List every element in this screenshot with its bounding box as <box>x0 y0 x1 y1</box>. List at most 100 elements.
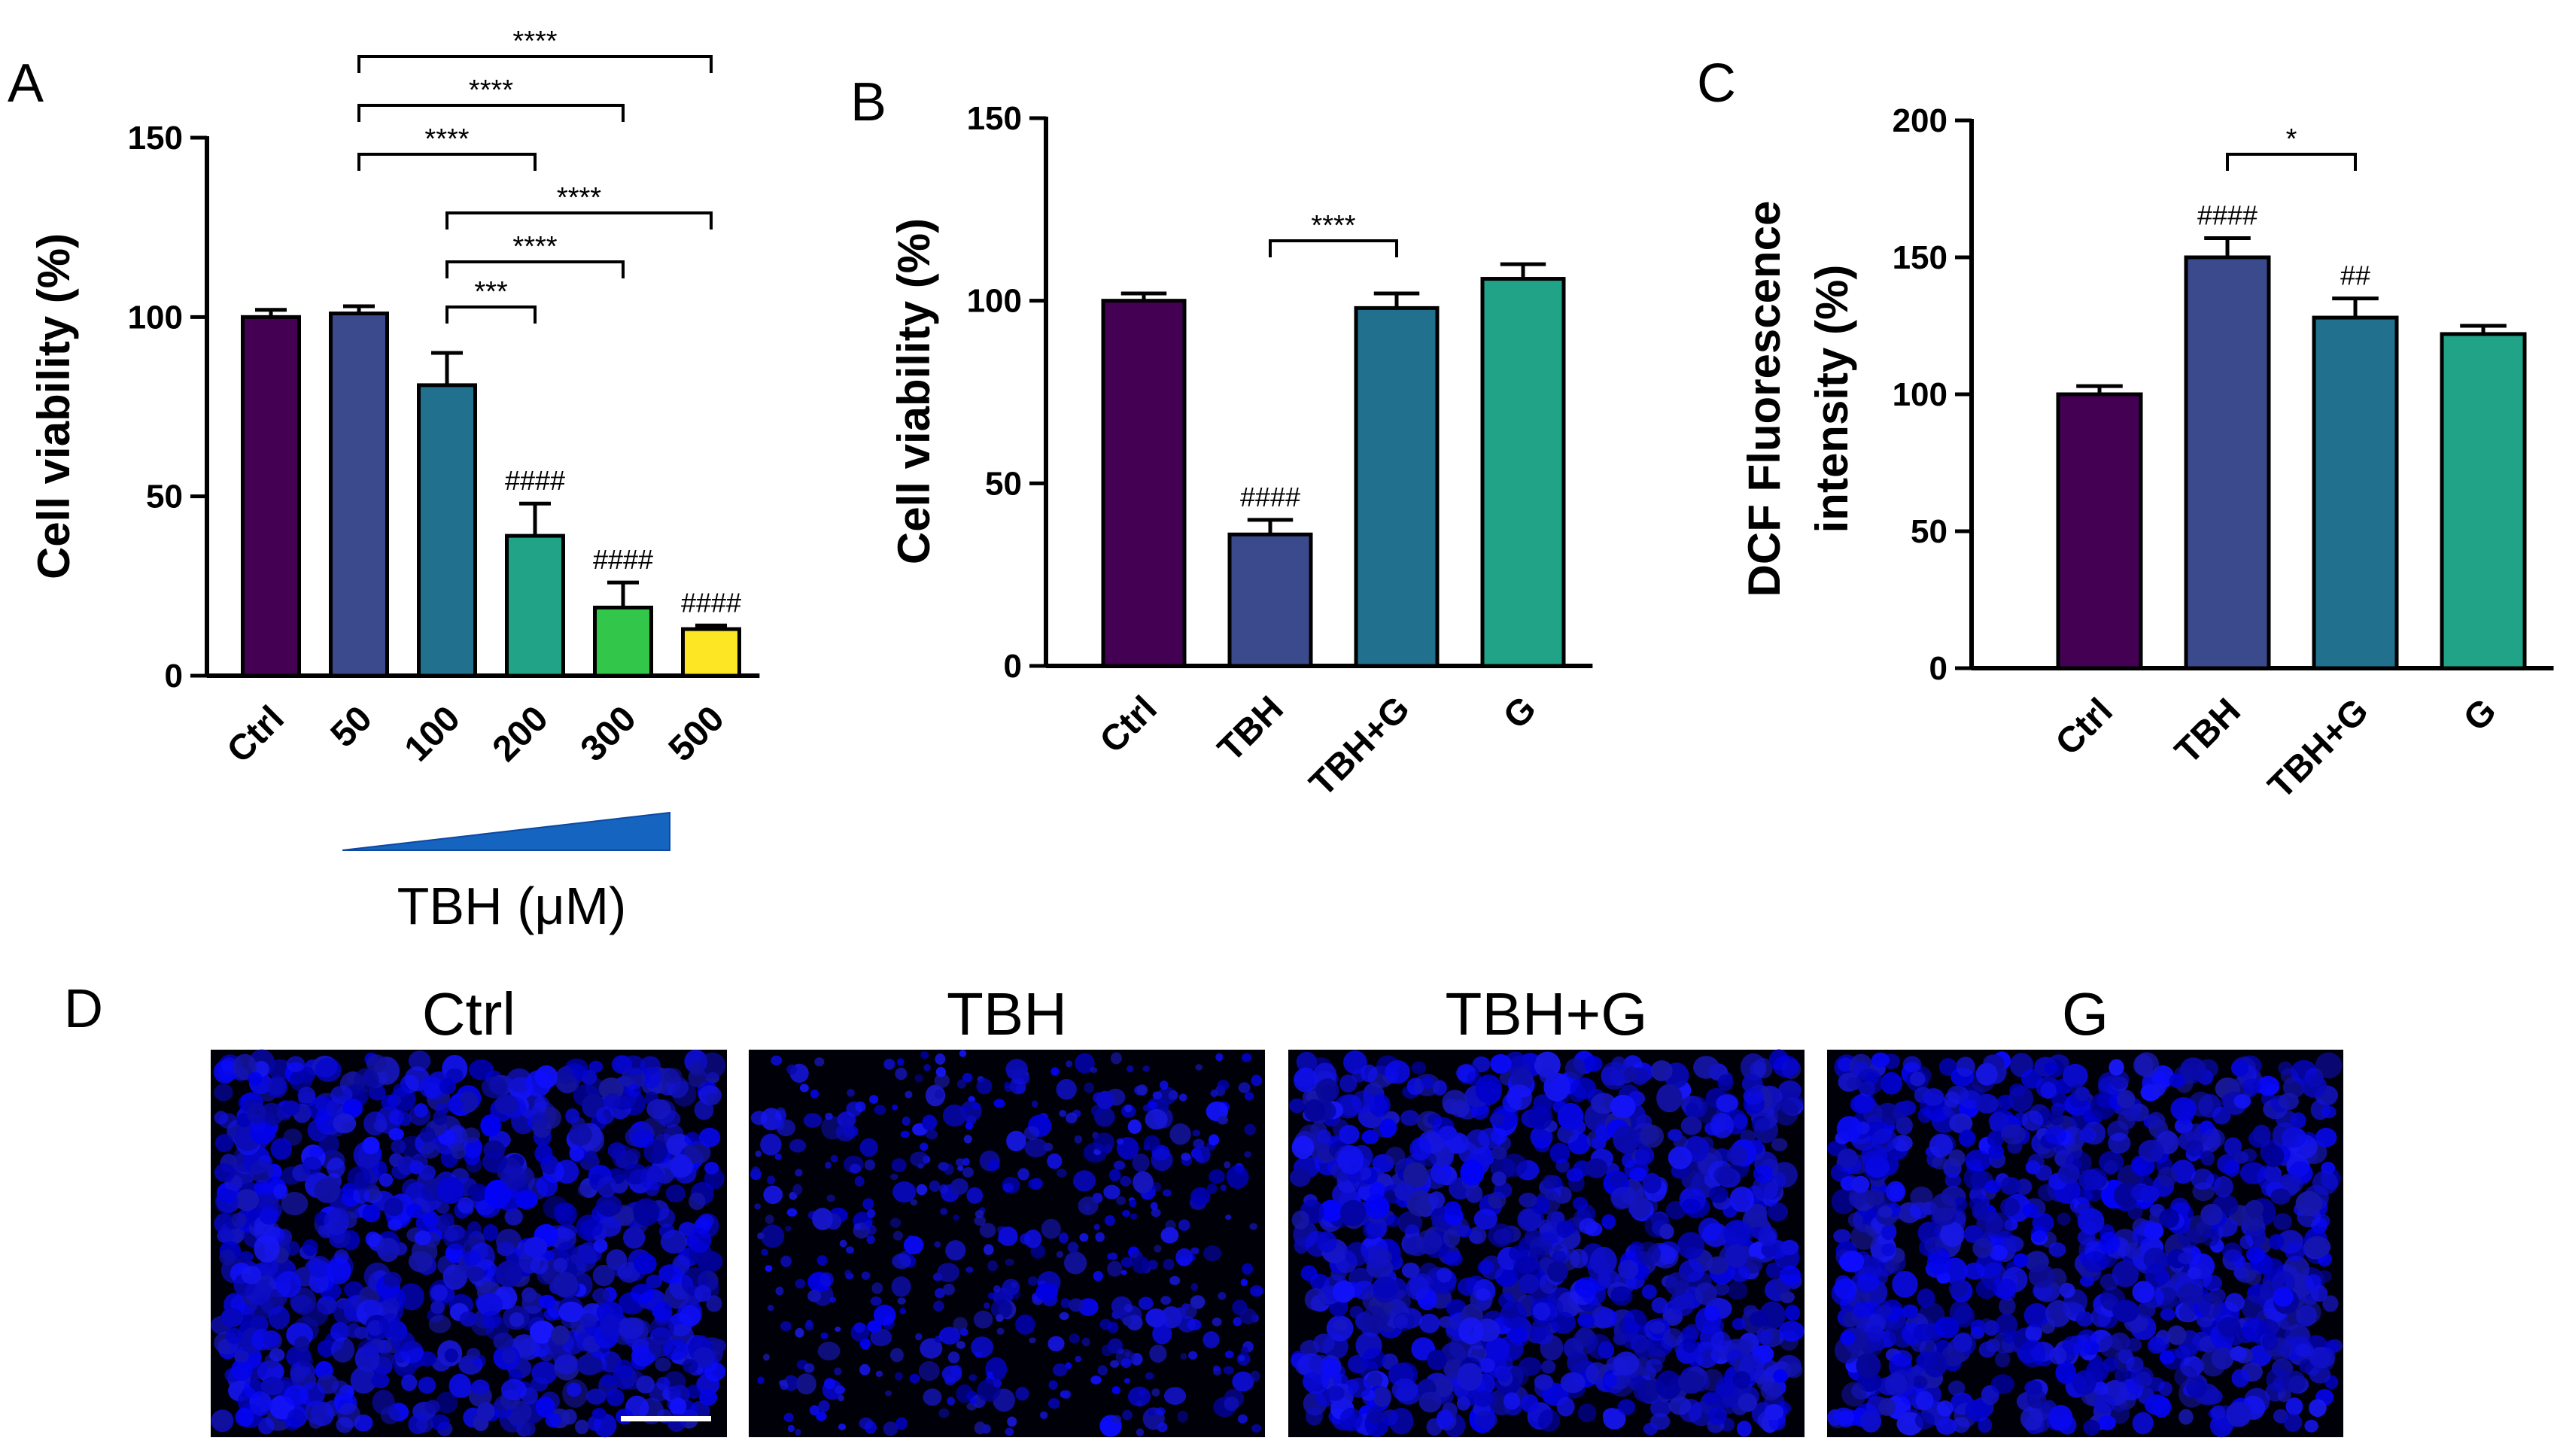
nucleus <box>606 1388 625 1406</box>
nucleus <box>1203 1331 1220 1348</box>
nucleus <box>1847 1212 1863 1228</box>
nucleus <box>1726 1144 1748 1166</box>
nucleus <box>1111 1415 1122 1423</box>
nucleus <box>1422 1167 1448 1190</box>
nucleus <box>1048 1380 1058 1390</box>
nucleus <box>1988 1144 2004 1160</box>
nucleus <box>1224 1351 1234 1359</box>
nucleus <box>1557 1102 1584 1131</box>
nucleus <box>1717 1074 1734 1092</box>
nucleus <box>1120 1269 1127 1275</box>
nucleus <box>1138 1296 1154 1310</box>
nucleus <box>330 1321 350 1342</box>
nucleus <box>889 1348 904 1363</box>
nucleus <box>847 1089 855 1097</box>
nucleus <box>2315 1052 2343 1079</box>
nucleus <box>1886 1181 1906 1202</box>
nucleus <box>1367 1406 1386 1424</box>
nucleus <box>1756 1375 1774 1391</box>
nucleus <box>2081 1251 2109 1273</box>
nucleus <box>698 1052 726 1079</box>
nucleus <box>1179 1303 1197 1319</box>
nucleus <box>2048 1405 2073 1431</box>
nucleus <box>870 1296 883 1306</box>
significance-hash-label: ## <box>2340 260 2370 291</box>
nucleus <box>683 1359 698 1373</box>
nucleus <box>382 1296 400 1315</box>
nucleus <box>862 1198 874 1210</box>
y-tick-label: 100 <box>1893 376 1947 413</box>
nucleus <box>1635 1146 1655 1166</box>
nucleus <box>388 1219 402 1231</box>
nucleus <box>379 1173 394 1187</box>
nucleus <box>1912 1375 1928 1389</box>
micrograph-nuclei <box>1289 1049 1805 1438</box>
nucleus <box>1151 1388 1160 1397</box>
x-tick-label: 500 <box>661 698 732 769</box>
nucleus <box>1496 1367 1511 1382</box>
nucleus <box>1224 1161 1231 1169</box>
y-tick-label: 50 <box>146 479 183 515</box>
nucleus <box>2159 1208 2180 1229</box>
nucleus <box>2174 1345 2191 1360</box>
nucleus <box>249 1297 275 1320</box>
nucleus <box>780 1255 792 1268</box>
nucleus <box>1708 1406 1727 1425</box>
nucleus <box>1111 1386 1121 1394</box>
nucleus <box>1345 1242 1369 1267</box>
nucleus <box>1362 1306 1388 1334</box>
y-tick-label: 150 <box>967 100 1022 137</box>
nucleus <box>1291 1210 1310 1230</box>
nucleus <box>1665 1272 1689 1296</box>
nucleus <box>974 1215 987 1227</box>
nucleus <box>554 1160 579 1184</box>
nucleus <box>1152 1091 1163 1100</box>
nucleus <box>297 1087 316 1104</box>
nucleus <box>694 1284 712 1302</box>
nucleus <box>309 1096 334 1123</box>
nucleus <box>765 1265 773 1272</box>
micrograph-title: TBH+G <box>1446 980 1648 1047</box>
nucleus <box>1093 1132 1115 1152</box>
nucleus <box>554 1354 578 1375</box>
nucleus <box>401 1374 418 1391</box>
nucleus <box>922 1114 938 1131</box>
nucleus <box>1152 1323 1172 1345</box>
nucleus <box>1149 1345 1167 1363</box>
nucleus <box>1291 1135 1315 1160</box>
nucleus <box>1473 1208 1497 1230</box>
nucleus <box>1938 1058 1957 1076</box>
nucleus <box>1023 1126 1040 1141</box>
nucleus <box>371 1372 390 1388</box>
bar <box>593 605 653 678</box>
nucleus <box>2321 1105 2337 1119</box>
nucleus <box>1519 1193 1537 1208</box>
nucleus <box>1304 1287 1327 1311</box>
nucleus <box>2021 1110 2044 1131</box>
nucleus <box>1415 1230 1443 1255</box>
nucleus <box>558 1301 584 1323</box>
significance-hash-label: #### <box>2197 200 2258 231</box>
nucleus <box>803 1113 822 1128</box>
nucleus <box>1151 1208 1161 1217</box>
y-tick-label: 50 <box>985 465 1022 502</box>
nucleus <box>471 1379 490 1395</box>
nucleus <box>865 1220 873 1227</box>
nucleus <box>2278 1061 2293 1075</box>
nucleus <box>482 1223 499 1242</box>
nucleus <box>1668 1396 1692 1415</box>
nucleus <box>1056 1169 1067 1178</box>
nucleus <box>1388 1407 1414 1435</box>
nucleus <box>1698 1217 1722 1242</box>
nucleus <box>2098 1415 2117 1430</box>
nucleus <box>467 1183 488 1202</box>
nucleus <box>2231 1369 2250 1388</box>
nucleus <box>1528 1103 1553 1130</box>
nucleus <box>2224 1160 2240 1178</box>
nucleus <box>500 1378 527 1401</box>
nucleus <box>1617 1399 1636 1415</box>
nucleus <box>1349 1306 1364 1319</box>
nucleus <box>1218 1292 1227 1300</box>
nucleus <box>1898 1100 1917 1116</box>
nucleus <box>1047 1398 1060 1409</box>
